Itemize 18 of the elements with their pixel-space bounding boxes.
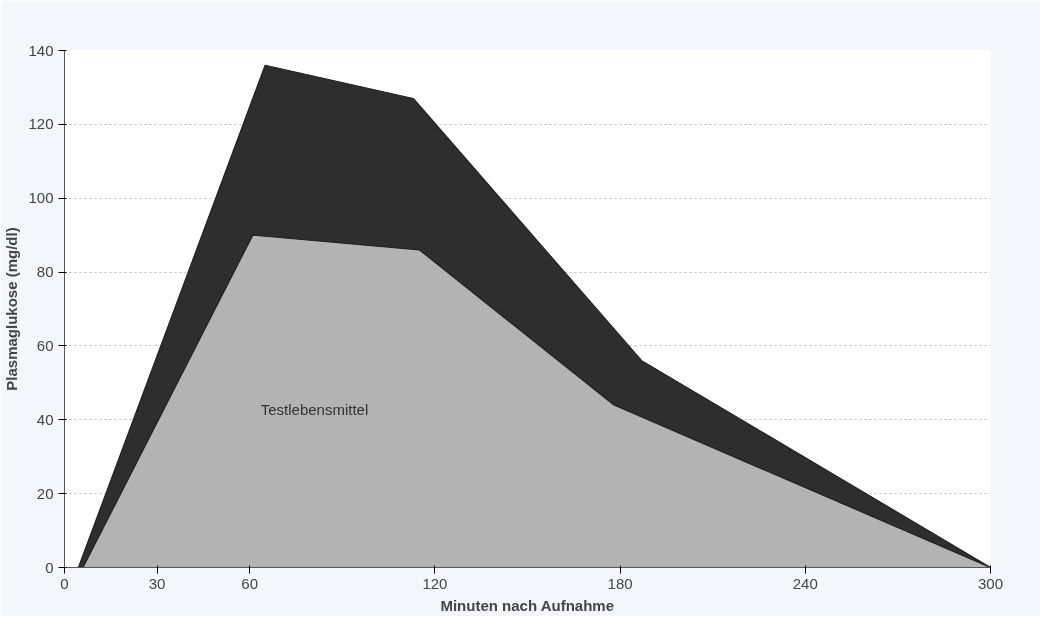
- y-tick-label: 0: [45, 558, 54, 576]
- x-tick-label: 180: [607, 574, 633, 592]
- series-label: Testlebensmittel: [260, 400, 369, 418]
- x-tick-label: 60: [241, 574, 259, 592]
- y-tick-label: 140: [28, 41, 54, 59]
- y-tick-label: 60: [36, 336, 54, 354]
- y-axis-title: Plasmaglukose (mg/dl): [3, 227, 21, 391]
- y-tick-label: 40: [36, 410, 54, 428]
- x-tick-label: 300: [977, 574, 1004, 592]
- y-tick-label: 80: [36, 263, 54, 281]
- y-tick-label: 20: [36, 484, 54, 502]
- x-axis-title: Minuten nach Aufnahme: [440, 596, 615, 614]
- x-tick-label: 120: [422, 574, 448, 592]
- y-tick-label: 120: [28, 115, 54, 133]
- y-tick-label: 100: [28, 189, 54, 207]
- x-tick-label: 30: [148, 574, 166, 592]
- x-tick-label: 240: [792, 574, 818, 592]
- x-tick-label: 0: [60, 574, 69, 592]
